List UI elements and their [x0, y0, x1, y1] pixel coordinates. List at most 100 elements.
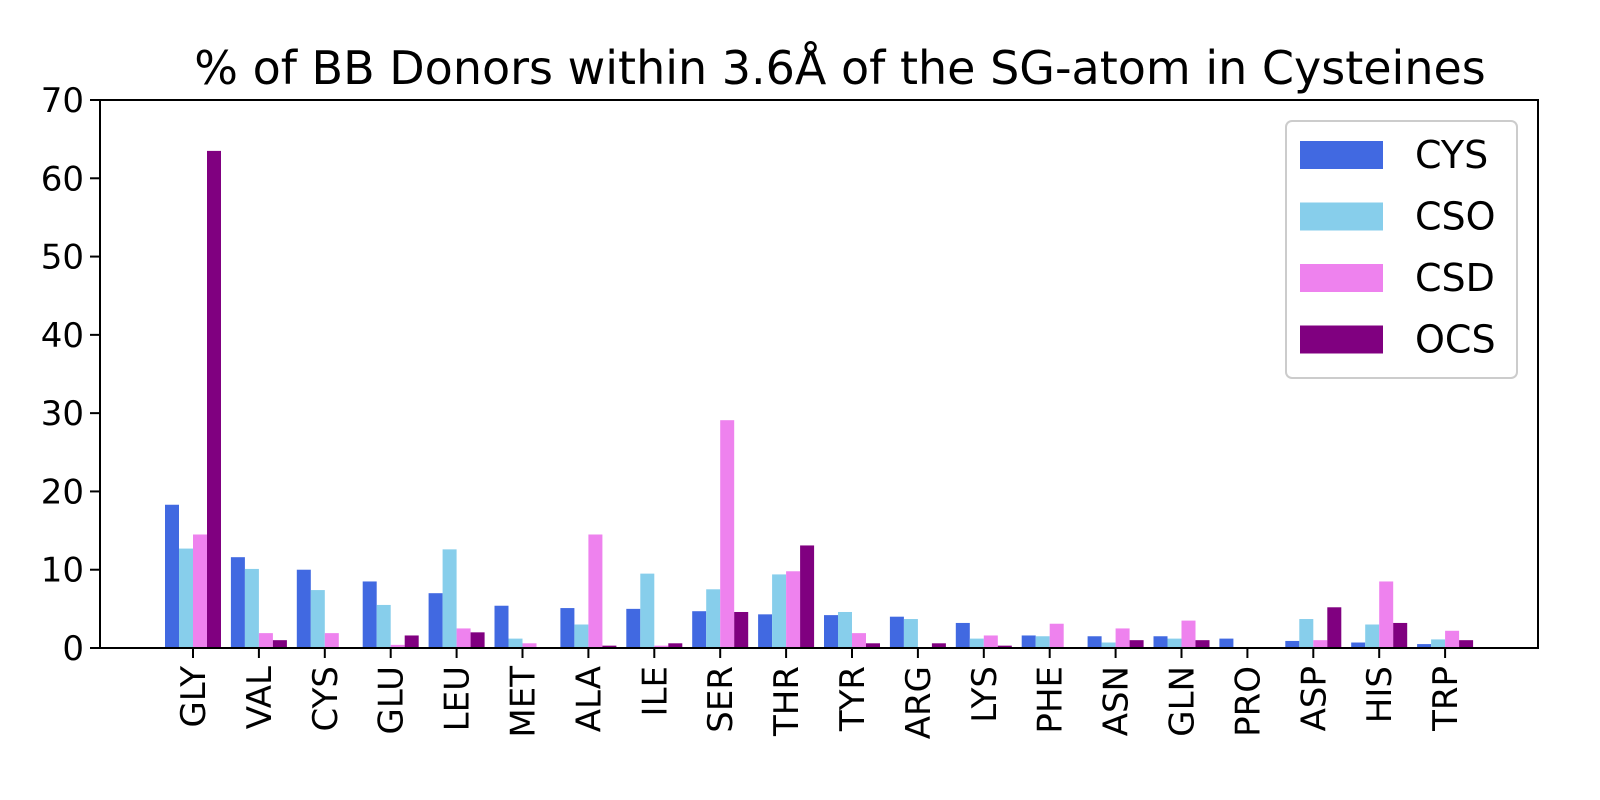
- y-tick-label: 70: [41, 81, 84, 121]
- bar-ala-cys: [560, 608, 575, 648]
- bar-arg-cso: [903, 619, 918, 648]
- legend-swatch-ocs: [1300, 325, 1383, 354]
- bar-ile-ocs: [668, 643, 683, 648]
- y-tick-label: 0: [62, 629, 84, 669]
- y-tick-label: 30: [41, 394, 84, 434]
- bar-tyr-cys: [824, 615, 838, 648]
- bar-met-cso: [508, 638, 523, 648]
- chart-title: % of BB Donors within 3.6Å of the SG-ato…: [194, 41, 1486, 95]
- bar-asp-cso: [1299, 619, 1314, 648]
- bar-glu-cso: [376, 604, 391, 648]
- bar-trp-cso: [1431, 639, 1446, 648]
- x-tick-label: ASN: [1097, 666, 1137, 736]
- x-tick-label: ALA: [569, 666, 609, 732]
- bar-cys-cys: [296, 569, 311, 648]
- legend-label-csd: CSD: [1415, 256, 1495, 300]
- x-axis: GLY VAL CYS GLU LEU MET ALA ILE SER THR TYR ARG LYS P…: [174, 648, 1466, 739]
- bar-glu-cys: [362, 581, 377, 648]
- bar-ser-csd: [720, 420, 735, 648]
- bar-asp-csd: [1313, 640, 1328, 648]
- x-tick-label: HIS: [1360, 666, 1400, 723]
- bar-lys-cso: [969, 638, 984, 648]
- bar-ala-csd: [588, 534, 603, 648]
- bar-phe-csd: [1049, 623, 1064, 648]
- bar-gly-csd: [193, 534, 207, 648]
- legend: CYS CSO CSD OCS: [1285, 120, 1518, 379]
- bar-met-csd: [522, 643, 537, 648]
- bar-leu-cys: [428, 593, 443, 648]
- legend-label-cso: CSO: [1415, 195, 1496, 239]
- bar-phe-cys: [1021, 635, 1036, 648]
- bar-asp-cys: [1285, 640, 1300, 648]
- bar-arg-cys: [889, 616, 904, 648]
- bar-thr-ocs: [800, 545, 815, 648]
- x-tick-label: SER: [701, 666, 741, 733]
- x-tick-label: LEU: [438, 666, 478, 731]
- y-tick-label: 10: [41, 551, 84, 591]
- bar-tyr-cso: [838, 611, 852, 648]
- x-tick-label: ASP: [1294, 666, 1334, 731]
- bar-tyr-csd: [852, 633, 866, 648]
- bar-phe-cso: [1035, 636, 1050, 648]
- bar-ser-ocs: [734, 611, 749, 648]
- bar-ala-ocs: [602, 645, 617, 648]
- bar-val-csd: [258, 633, 273, 648]
- y-tick-label: 60: [41, 159, 84, 199]
- bar-cys-cso: [310, 590, 325, 648]
- legend-label-cys: CYS: [1415, 133, 1488, 177]
- x-tick-label: THR: [767, 666, 807, 737]
- bar-his-csd: [1379, 581, 1394, 648]
- bar-his-ocs: [1393, 622, 1408, 648]
- x-tick-label: TRP: [1426, 666, 1466, 732]
- bar-lys-cys: [955, 622, 970, 648]
- bar-gln-cys: [1153, 636, 1168, 648]
- legend-box: [1285, 120, 1518, 379]
- x-tick-label: TYR: [833, 666, 873, 732]
- bar-lys-ocs: [997, 645, 1012, 648]
- x-tick-label: LYS: [965, 666, 1005, 723]
- bar-arg-ocs: [931, 643, 946, 648]
- bar-thr-csd: [786, 571, 801, 648]
- x-tick-label: VAL: [240, 666, 280, 729]
- bar-gly-cys: [165, 504, 179, 648]
- bar-ala-cso: [574, 624, 589, 648]
- x-tick-label: GLY: [174, 666, 214, 728]
- bar-val-ocs: [272, 640, 287, 648]
- bar-leu-cso: [442, 549, 457, 648]
- y-tick-label: 40: [41, 316, 84, 356]
- x-tick-label: PRO: [1228, 666, 1268, 737]
- bar-met-cys: [494, 605, 509, 648]
- bar-pro-cys: [1219, 638, 1234, 648]
- bars-group: [165, 150, 1474, 648]
- bar-asn-csd: [1115, 628, 1130, 648]
- x-tick-label: CYS: [306, 666, 346, 732]
- bar-ile-csd: [654, 645, 669, 648]
- bar-tyr-ocs: [866, 643, 880, 648]
- bar-asn-cso: [1101, 642, 1116, 648]
- bar-thr-cso: [772, 574, 787, 648]
- bar-leu-ocs: [470, 632, 485, 648]
- x-tick-label: PHE: [1031, 666, 1071, 734]
- bar-ile-cys: [626, 608, 641, 648]
- bar-asp-ocs: [1327, 607, 1342, 648]
- bar-ile-cso: [640, 573, 655, 648]
- legend-swatch-csd: [1300, 264, 1383, 292]
- legend-label-ocs: OCS: [1415, 318, 1496, 362]
- x-tick-label: ARG: [899, 666, 939, 739]
- plot-frame: [99, 99, 1539, 649]
- legend-swatch-cso: [1300, 202, 1383, 231]
- bar-val-cso: [244, 568, 259, 648]
- legend-swatch-cys: [1300, 141, 1383, 169]
- y-tick-label: 20: [41, 472, 84, 512]
- bar-gly-cso: [179, 548, 193, 648]
- bar-gln-csd: [1181, 620, 1196, 648]
- x-tick-label: MET: [504, 666, 544, 738]
- bar-thr-cys: [758, 614, 773, 648]
- bar-ser-cys: [692, 611, 707, 648]
- bar-trp-cys: [1417, 644, 1432, 648]
- bar-his-cso: [1365, 624, 1380, 648]
- y-tick-label: 50: [41, 238, 84, 278]
- bar-glu-ocs: [404, 635, 419, 648]
- bar-gln-cso: [1167, 638, 1182, 648]
